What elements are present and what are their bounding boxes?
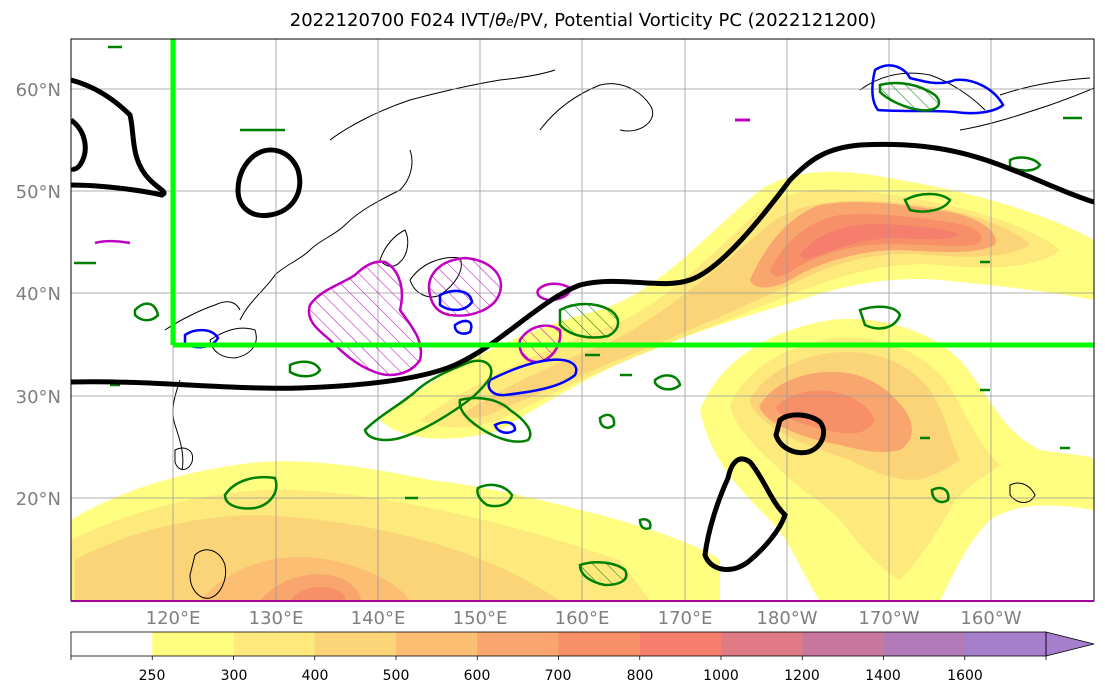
colorbar-label: 800 [627,668,654,684]
lon-label: 160°E [555,608,610,629]
colorbar-cell [314,632,397,656]
colorbar-cell [802,632,884,656]
colorbar-cell [721,632,803,656]
blue-contours [183,64,1005,434]
colorbar-label: 1200 [784,668,820,684]
lon-label: 120°E [146,608,201,629]
lat-label: 60°N [16,80,61,101]
lon-labels: 120°E 130°E 140°E 150°E 160°E 170°E 180°… [146,608,1022,629]
lon-label: 180°W [756,608,817,629]
colorbar-cell [233,632,316,656]
colorbar-label: 600 [464,668,491,684]
lat-label: 30°N [16,387,61,408]
colorbar-label: 250 [139,668,166,684]
colorbar-cell [152,632,234,656]
colorbar-extend-arrow [1045,631,1095,657]
colorbar-label: 500 [383,668,410,684]
lon-label: 170°W [858,608,919,629]
colorbar-cell [639,632,722,656]
colorbar-cell [964,632,1047,656]
ivt-shading [71,171,1094,601]
colorbar-label: 300 [221,668,248,684]
colorbar-labels: 250 300 400 500 600 700 800 1000 1200 14… [139,668,983,684]
lat-label: 20°N [16,489,61,510]
colorbar-cell [477,632,559,656]
colorbar-label: 1600 [947,668,983,684]
lat-labels: 60°N 50°N 40°N 30°N 20°N [16,80,61,510]
colorbar-cell [396,632,478,656]
lon-label: 160°W [960,608,1021,629]
lat-label: 40°N [16,284,61,305]
lon-label: 170°E [658,608,713,629]
colorbar-label: 1400 [865,668,901,684]
colorbar-cell [71,632,153,656]
region-box [170,39,1094,348]
green-contours [74,45,1082,587]
colorbar-cell [558,632,641,656]
lon-label: 130°E [249,608,304,629]
map-area [71,39,1094,601]
colorbar-cell [883,632,966,656]
lat-label: 50°N [16,182,61,203]
colorbar-label: 700 [545,668,572,684]
colorbar-label: 1000 [703,668,739,684]
colorbar-label: 400 [302,668,329,684]
lon-label: 150°E [453,608,508,629]
map-title: 2022120700 F024 IVT/θe/PV, Potential Vor… [289,10,877,31]
pv-contours [71,77,1094,572]
colorbar: 250 300 400 500 600 700 800 1000 1200 14… [70,631,1095,684]
lon-label: 140°E [351,608,406,629]
colorbar-cells [71,632,1047,656]
